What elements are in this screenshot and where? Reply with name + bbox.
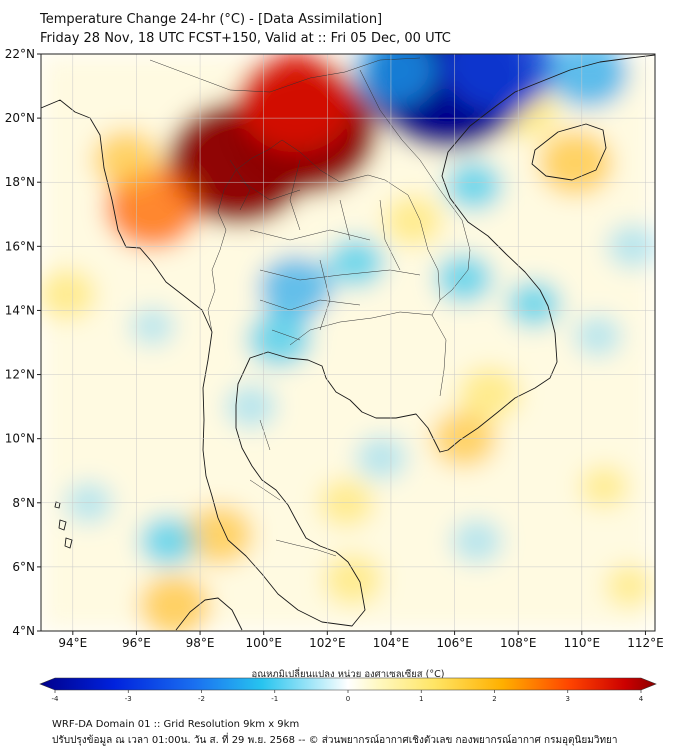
colorbar-tick-label: 0	[346, 695, 350, 703]
lat-tick-label: 4°N	[12, 624, 35, 638]
anomaly-blob	[579, 465, 629, 508]
lat-tick-label: 8°N	[12, 496, 35, 510]
lon-tick-label: 108°E	[500, 636, 537, 650]
anomaly-blob	[451, 518, 503, 564]
mainland-coastline	[41, 54, 655, 627]
colorbar-tick-label: -3	[125, 695, 132, 703]
border-cambodia	[289, 311, 447, 397]
coastlines	[41, 54, 655, 631]
anomaly-blob	[41, 269, 96, 320]
lon-tick-label: 96°E	[122, 636, 151, 650]
hainan-island	[531, 123, 607, 181]
anomaly-blob	[573, 315, 622, 358]
anomaly-blob	[444, 160, 503, 211]
footer-model-info: WRF-DA Domain 01 :: Grid Resolution 9km …	[52, 719, 300, 730]
colorbar-tick-label: -1	[271, 695, 278, 703]
lon-tick-label: 104°E	[373, 636, 410, 650]
lat-tick-label: 20°N	[5, 111, 35, 125]
border-myanmar-thailand	[207, 139, 283, 333]
anomaly-blob	[93, 130, 161, 190]
colorbar-tick-label: 4	[639, 695, 644, 703]
anomaly-blob	[129, 306, 175, 347]
lat-tick-label: 6°N	[12, 560, 35, 574]
anomaly-blob	[435, 253, 494, 304]
colorbar-scale	[39, 677, 657, 691]
chart-subtitle: Friday 28 Nov, 18 UTC FCST+150, Valid at…	[40, 31, 451, 46]
anomaly-blob	[538, 130, 613, 196]
anomaly-blob	[185, 505, 253, 565]
map-frame	[40, 53, 656, 632]
lon-tick-label: 98°E	[186, 636, 215, 650]
lon-tick-label: 94°E	[58, 636, 87, 650]
anomaly-blob	[139, 516, 198, 567]
footer-update-info: ปรับปรุงข้อมูล ณ เวลา 01:00น. วัน ส. ที่…	[52, 735, 618, 746]
anomaly-blob	[326, 237, 385, 288]
anomaly-blob	[605, 565, 654, 608]
colorbar-tick-label: 2	[492, 695, 496, 703]
anomaly-blob	[547, 54, 629, 109]
anomaly-blob	[258, 255, 333, 321]
anomaly-blob	[458, 367, 521, 421]
lon-tick-label: 102°E	[309, 636, 346, 650]
graticule	[41, 54, 655, 631]
border-laos-thailand	[281, 139, 441, 316]
anomaly-blob	[247, 311, 312, 368]
colorbar-tick-label: 3	[566, 695, 570, 703]
border-malaysia	[275, 539, 337, 557]
colorbar: อุณหภูมิเปลี่ยนแปลง หน่วย องศาเซลเซียส (…	[39, 667, 657, 703]
lat-tick-label: 10°N	[5, 432, 35, 446]
colorbar-tick-label: -2	[198, 695, 205, 703]
sumatra-tip	[175, 597, 243, 631]
latitude-ticks: 22°N 20°N 18°N 16°N 14°N 12°N 10°N 8°N 6°N 4°N	[5, 47, 41, 638]
colorbar-label: อุณหภูมิเปลี่ยนแปลง หน่วย องศาเซลเซียส (…	[252, 667, 445, 680]
anomaly-blob	[225, 384, 277, 430]
colorbar-ticks: -4 -3 -2 -1 0 1 2 3 4	[52, 690, 644, 703]
lat-tick-label: 16°N	[5, 239, 35, 253]
lat-tick-label: 14°N	[5, 303, 35, 317]
anomaly-field	[41, 54, 655, 631]
chart-title: Temperature Change 24-hr (°C) - [Data As…	[40, 12, 383, 27]
lon-tick-label: 100°E	[245, 636, 282, 650]
lon-tick-label: 112°E	[627, 636, 664, 650]
colorbar-tick-label: 1	[419, 695, 423, 703]
colorbar-tick-label: -4	[52, 695, 60, 703]
anomaly-blob	[384, 195, 443, 246]
anomaly-blob	[506, 280, 562, 328]
map-plot-area: 22°N 20°N 18°N 16°N 14°N 12°N 10°N 8°N 6°N 4°N 94…	[5, 47, 664, 650]
anomaly-blob	[237, 54, 354, 153]
lon-tick-label: 110°E	[564, 636, 601, 650]
anomaly-blob	[139, 574, 211, 631]
longitude-ticks: 94°E 96°E 98°E 100°E 102°E 104°E 106°E 108°E 110…	[58, 631, 664, 650]
anomaly-blob	[355, 435, 408, 481]
admin-boundaries	[149, 57, 471, 557]
anomaly-blob	[323, 554, 382, 605]
anomaly-blob	[352, 54, 436, 107]
lat-tick-label: 18°N	[5, 175, 35, 189]
border-china	[149, 57, 421, 93]
lon-tick-label: 106°E	[436, 636, 473, 650]
anomaly-blob	[442, 54, 556, 113]
lat-tick-label: 12°N	[5, 368, 35, 382]
lat-tick-label: 22°N	[5, 47, 35, 61]
thai-provinces-grid	[229, 159, 421, 501]
